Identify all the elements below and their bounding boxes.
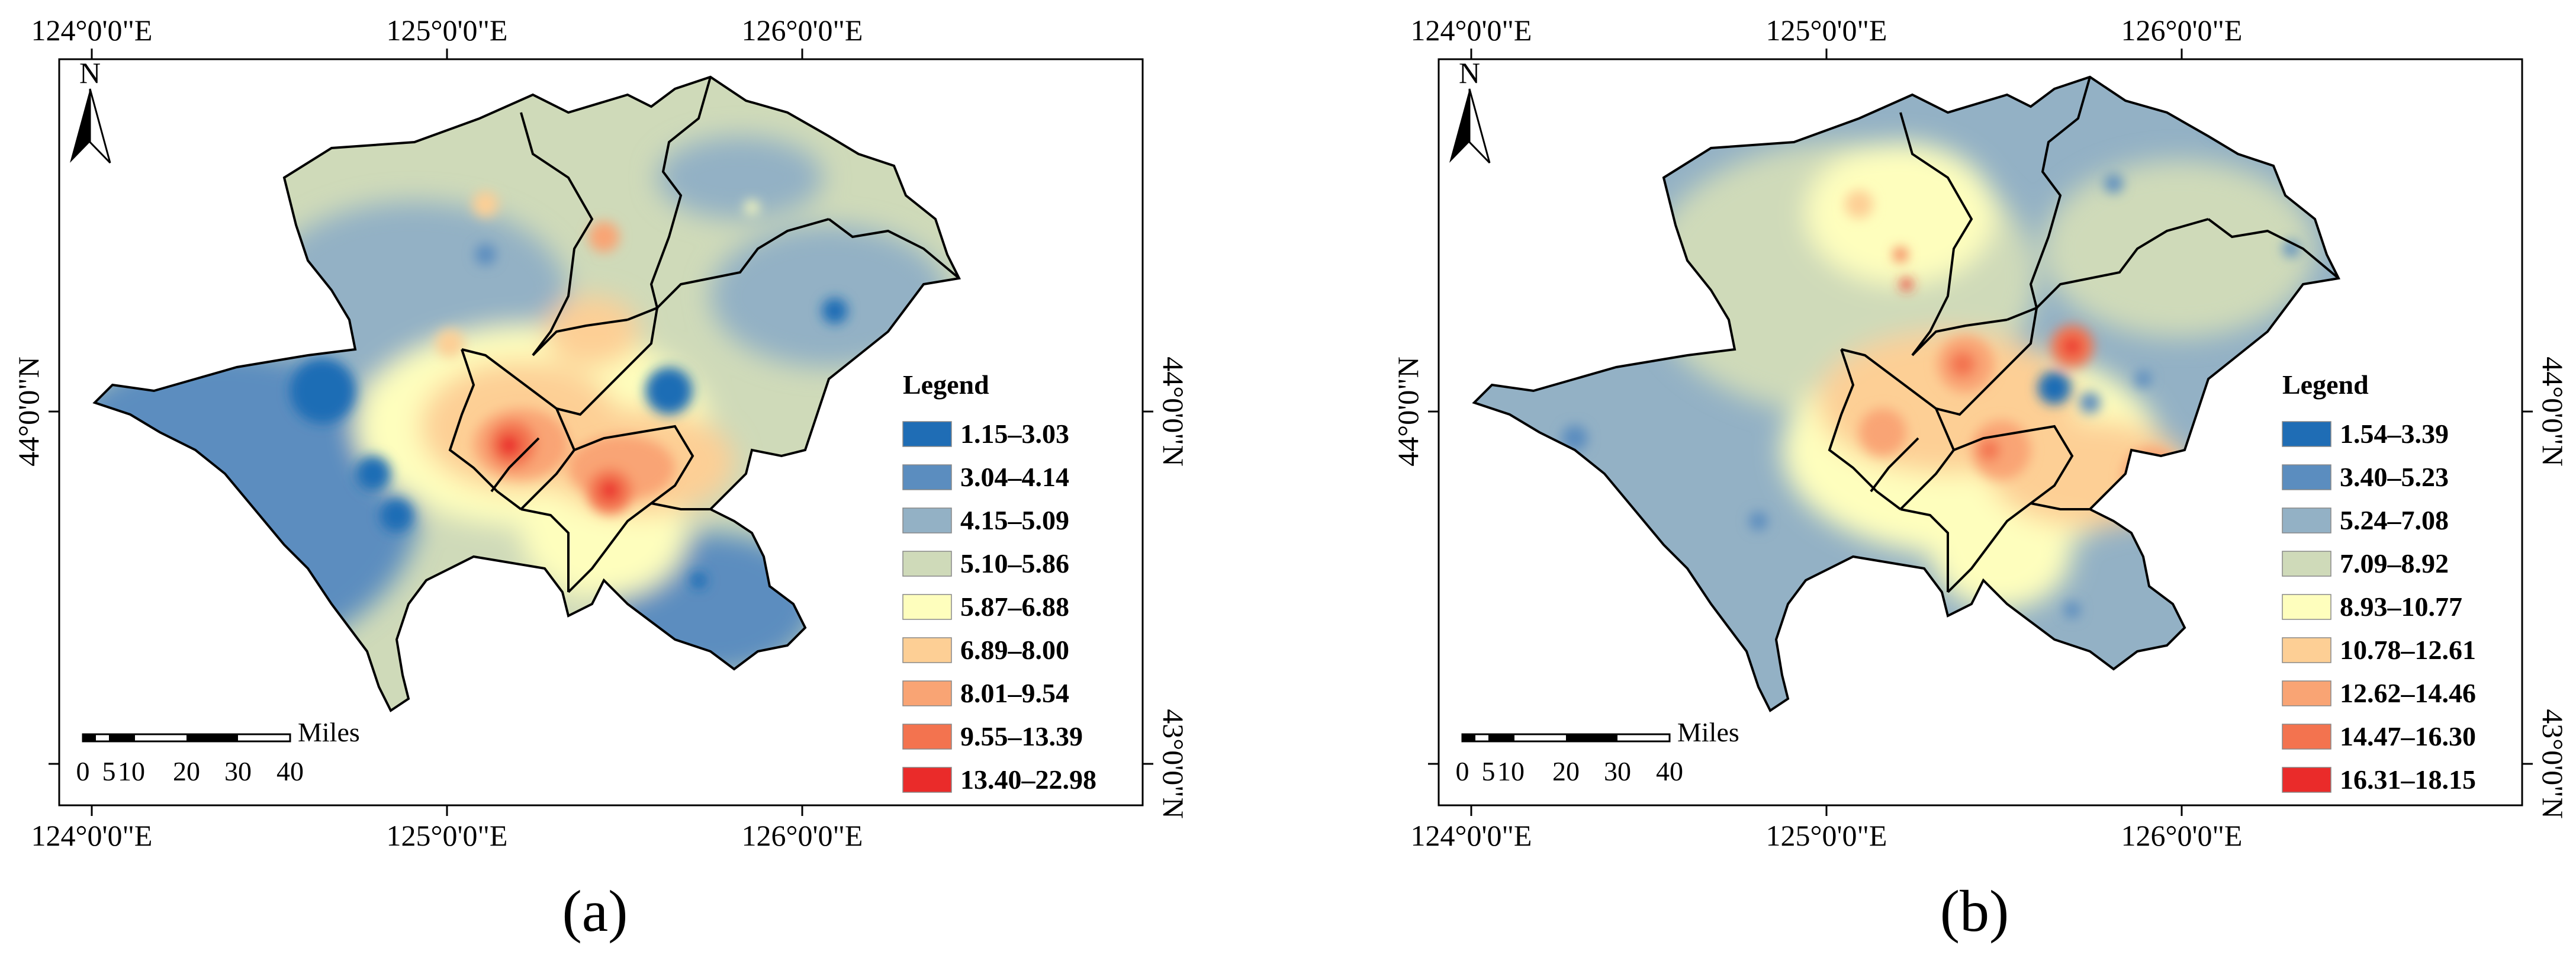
scale-unit-a: Miles <box>298 717 360 747</box>
lon-tick-bottom-1: 124°0'0"E <box>31 819 153 852</box>
lon-tick-bottom-3: 126°0'0"E <box>2121 819 2243 852</box>
legend-entry: 13.40–22.98 <box>902 764 1096 795</box>
legend-b: Legend 1.54–3.39 3.40–5.23 5.24–7.08 7.0… <box>2282 369 2476 795</box>
scale-unit-b: Miles <box>1677 717 1739 747</box>
legend-entry: 8.01–9.54 <box>902 678 1069 708</box>
lon-tick-top-1: 124°0'0"E <box>1411 14 1532 47</box>
legend-title-b: Legend <box>2282 369 2369 400</box>
map-a-svg: 124°0'0"E 125°0'0"E 126°0'0"E 124°0'0"E … <box>12 14 1190 944</box>
north-label-b: N <box>1459 56 1480 89</box>
svg-text:5.24–7.08: 5.24–7.08 <box>2340 505 2449 535</box>
panel-caption-b: (b) <box>1940 878 2009 944</box>
legend-entry: 16.31–18.15 <box>2282 764 2476 795</box>
legend-entry: 3.40–5.23 <box>2282 462 2449 492</box>
svg-text:1.15–3.03: 1.15–3.03 <box>960 419 1069 449</box>
scale-tick-20: 20 <box>173 756 200 786</box>
legend-entry: 10.78–12.61 <box>2282 635 2476 665</box>
legend-a: Legend 1.15–3.03 3.04–4.14 4.15–5.09 5.1… <box>902 369 1096 795</box>
scale-tick-5: 5 <box>1482 756 1496 786</box>
lon-tick-top-2: 125°0'0"E <box>1766 14 1887 47</box>
north-arrow-a: N <box>70 56 111 164</box>
svg-text:9.55–13.39: 9.55–13.39 <box>960 721 1083 751</box>
legend-title-a: Legend <box>903 369 989 400</box>
legend-entry: 6.89–8.00 <box>902 635 1069 665</box>
legend-entry: 5.87–6.88 <box>902 592 1069 622</box>
scale-tick-0: 0 <box>76 756 90 786</box>
scale-tick-10: 10 <box>118 756 145 786</box>
svg-text:7.09–8.92: 7.09–8.92 <box>2340 548 2449 579</box>
lon-tick-bottom-2: 125°0'0"E <box>1766 819 1887 852</box>
legend-entry: 3.04–4.14 <box>902 462 1069 492</box>
svg-text:8.01–9.54: 8.01–9.54 <box>960 678 1069 708</box>
scale-tick-10: 10 <box>1497 756 1525 786</box>
legend-entry: 12.62–14.46 <box>2282 678 2476 708</box>
svg-text:12.62–14.46: 12.62–14.46 <box>2340 678 2476 708</box>
legend-entry: 9.55–13.39 <box>902 721 1083 751</box>
scale-tick-30: 30 <box>224 756 252 786</box>
svg-text:4.15–5.09: 4.15–5.09 <box>960 505 1069 535</box>
lon-tick-marks-b <box>1428 49 2533 816</box>
lon-tick-bottom-1: 124°0'0"E <box>1411 819 1532 852</box>
lat-tick-right-2: 43°0'0"N <box>1157 709 1190 819</box>
lon-tick-marks-a <box>49 49 1153 816</box>
legend-entry: 1.15–3.03 <box>902 419 1069 449</box>
map-panel-a: 124°0'0"E 125°0'0"E 126°0'0"E 124°0'0"E … <box>12 14 1190 944</box>
lon-tick-bottom-3: 126°0'0"E <box>742 819 863 852</box>
legend-entry: 5.24–7.08 <box>2282 505 2449 535</box>
lat-tick-right-2: 43°0'0"N <box>2536 709 2569 819</box>
study-area-outline-a <box>92 75 961 712</box>
lat-tick-left-1: 44°0'0"N <box>12 356 45 467</box>
svg-text:5.87–6.88: 5.87–6.88 <box>960 592 1069 622</box>
svg-text:8.93–10.77: 8.93–10.77 <box>2340 592 2462 622</box>
district-boundaries-b <box>1828 76 2340 593</box>
north-arrow-b: N <box>1449 56 1491 164</box>
scale-tick-40: 40 <box>1656 756 1683 786</box>
scale-bar-b: Miles 0 5 10 20 30 40 <box>1456 717 1739 786</box>
legend-entry: 7.09–8.92 <box>2282 548 2449 579</box>
lon-tick-top-1: 124°0'0"E <box>31 14 153 47</box>
lat-tick-right-1: 44°0'0"N <box>1157 356 1190 467</box>
study-area-outline-b <box>1472 75 2340 712</box>
svg-text:1.54–3.39: 1.54–3.39 <box>2340 419 2449 449</box>
svg-text:6.89–8.00: 6.89–8.00 <box>960 635 1069 665</box>
scale-bar-a: Miles 0 5 10 20 30 40 <box>76 717 360 786</box>
map-panel-b: 124°0'0"E 125°0'0"E 126°0'0"E 124°0'0"E … <box>1379 0 2576 964</box>
svg-text:3.04–4.14: 3.04–4.14 <box>960 462 1069 492</box>
lat-tick-right-1: 44°0'0"N <box>2536 356 2569 467</box>
lon-tick-top-3: 126°0'0"E <box>742 14 863 47</box>
legend-entry: 1.54–3.39 <box>2282 419 2449 449</box>
scale-tick-20: 20 <box>1552 756 1580 786</box>
map-b-svg: 124°0'0"E 125°0'0"E 126°0'0"E 124°0'0"E … <box>1391 14 2569 944</box>
scale-tick-0: 0 <box>1456 756 1469 786</box>
legend-entry: 5.10–5.86 <box>902 548 1069 579</box>
svg-text:5.10–5.86: 5.10–5.86 <box>960 548 1069 579</box>
scale-tick-5: 5 <box>102 756 116 786</box>
legend-entry: 8.93–10.77 <box>2282 592 2462 622</box>
scale-tick-40: 40 <box>276 756 304 786</box>
lon-tick-top-3: 126°0'0"E <box>2121 14 2243 47</box>
panel-caption-a: (a) <box>562 878 628 944</box>
svg-text:13.40–22.98: 13.40–22.98 <box>960 764 1096 795</box>
legend-entry: 4.15–5.09 <box>902 505 1069 535</box>
svg-text:16.31–18.15: 16.31–18.15 <box>2340 764 2476 795</box>
lon-tick-top-2: 125°0'0"E <box>387 14 508 47</box>
lon-tick-bottom-2: 125°0'0"E <box>387 819 508 852</box>
legend-entry: 14.47–16.30 <box>2282 721 2476 751</box>
north-label-a: N <box>79 56 101 89</box>
svg-text:3.40–5.23: 3.40–5.23 <box>2340 462 2449 492</box>
svg-text:14.47–16.30: 14.47–16.30 <box>2340 721 2476 751</box>
scale-tick-30: 30 <box>1604 756 1631 786</box>
district-boundaries-a <box>448 76 960 593</box>
lat-tick-left-1: 44°0'0"N <box>1391 356 1424 467</box>
svg-text:10.78–12.61: 10.78–12.61 <box>2340 635 2476 665</box>
